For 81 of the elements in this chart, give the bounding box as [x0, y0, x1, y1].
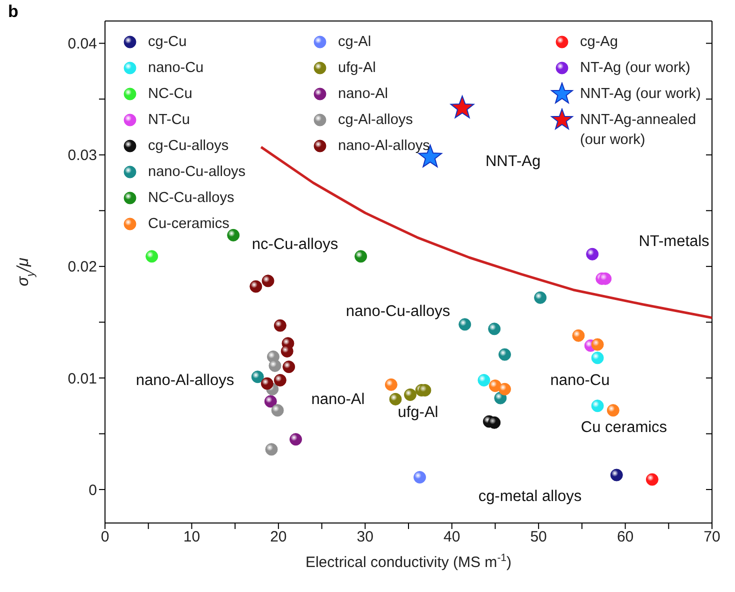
legend-label: NC-Cu	[148, 85, 192, 104]
legend-label: ufg-Al	[338, 59, 376, 78]
point	[646, 473, 658, 486]
point	[146, 250, 158, 263]
point	[450, 96, 474, 118]
point	[251, 370, 264, 384]
legend-label: nano-Cu-alloys	[148, 163, 246, 182]
point	[262, 274, 274, 288]
y-tick-label: 0.03	[68, 147, 97, 164]
point	[260, 377, 274, 390]
y-tick-label: 0.02	[68, 258, 97, 276]
point	[498, 348, 512, 361]
point	[478, 374, 490, 386]
legend-label: nano-Al-alloys	[338, 137, 430, 156]
point	[280, 344, 294, 358]
legend-label: NNT-Ag (our work)	[580, 85, 701, 104]
point	[458, 318, 472, 331]
legend-label: NC-Cu-alloys	[148, 189, 234, 208]
x-tick-label: 30	[356, 528, 374, 546]
point	[274, 374, 286, 386]
point	[498, 382, 512, 396]
point	[591, 352, 604, 364]
x-tick-label: 0	[100, 528, 110, 546]
annotation: nano-Cu-alloys	[346, 303, 450, 321]
x-tick-label: 10	[183, 528, 200, 546]
annotation: nc-Cu-alloys	[252, 236, 338, 254]
x-tick-label: 60	[616, 528, 634, 546]
point	[610, 468, 623, 482]
point	[274, 319, 286, 332]
x-axis-title: Electrical conductivity (MS m$^{-1}$)	[305, 552, 512, 571]
point	[414, 471, 426, 484]
point	[265, 443, 278, 456]
point	[488, 322, 501, 336]
point	[264, 395, 277, 408]
x-tick-label: 20	[270, 528, 287, 546]
annotation: nano-Al	[311, 391, 365, 409]
point	[599, 272, 612, 285]
legend-label: NT-Cu	[148, 111, 190, 130]
annotation: NT-metals	[638, 233, 710, 251]
legend-label: cg-Cu-alloys	[148, 137, 229, 156]
x-tick-label: 70	[704, 528, 720, 546]
x-tick-label: 50	[530, 528, 547, 546]
annotation: Cu ceramics	[580, 419, 668, 437]
annotation: ufg-Al	[398, 404, 438, 422]
point	[271, 404, 284, 417]
point	[290, 433, 302, 446]
point	[354, 250, 368, 263]
annotation: NNT-Ag	[485, 153, 541, 171]
legend-label: cg-Cu	[148, 33, 187, 52]
annotation: cg-metal alloys	[478, 488, 582, 506]
point	[606, 404, 620, 417]
legend-label: NNT-Ag-annealed (our work)	[580, 111, 698, 150]
point	[227, 228, 240, 242]
y-tick-label: 0	[88, 482, 97, 499]
y-tick-label: 0.04	[68, 36, 97, 53]
chart-title: b	[8, 2, 18, 22]
legend-label: nano-Al	[338, 85, 388, 104]
point	[591, 400, 604, 412]
point	[586, 248, 599, 260]
legend-label: nano-Cu	[148, 59, 204, 78]
point	[384, 378, 398, 391]
point	[250, 280, 262, 293]
point	[418, 384, 432, 396]
point	[404, 388, 416, 401]
point	[268, 359, 282, 372]
annotation: nano-Cu	[550, 372, 610, 390]
point	[488, 416, 501, 429]
annotation: nano-Al-alloys	[136, 372, 234, 390]
legend-label: NT-Ag (our work)	[580, 59, 690, 78]
point	[534, 291, 547, 304]
legend-label: Cu-ceramics	[148, 215, 230, 234]
point	[591, 338, 604, 351]
point	[488, 380, 502, 392]
y-tick-label: 0.01	[68, 370, 97, 388]
x-tick-label: 40	[444, 528, 460, 546]
legend-label: cg-Al-alloys	[338, 111, 413, 130]
point	[572, 329, 585, 342]
legend-label: cg-Al	[338, 33, 372, 52]
point	[389, 392, 402, 406]
legend-label: cg-Ag	[580, 33, 618, 52]
point	[282, 360, 296, 374]
